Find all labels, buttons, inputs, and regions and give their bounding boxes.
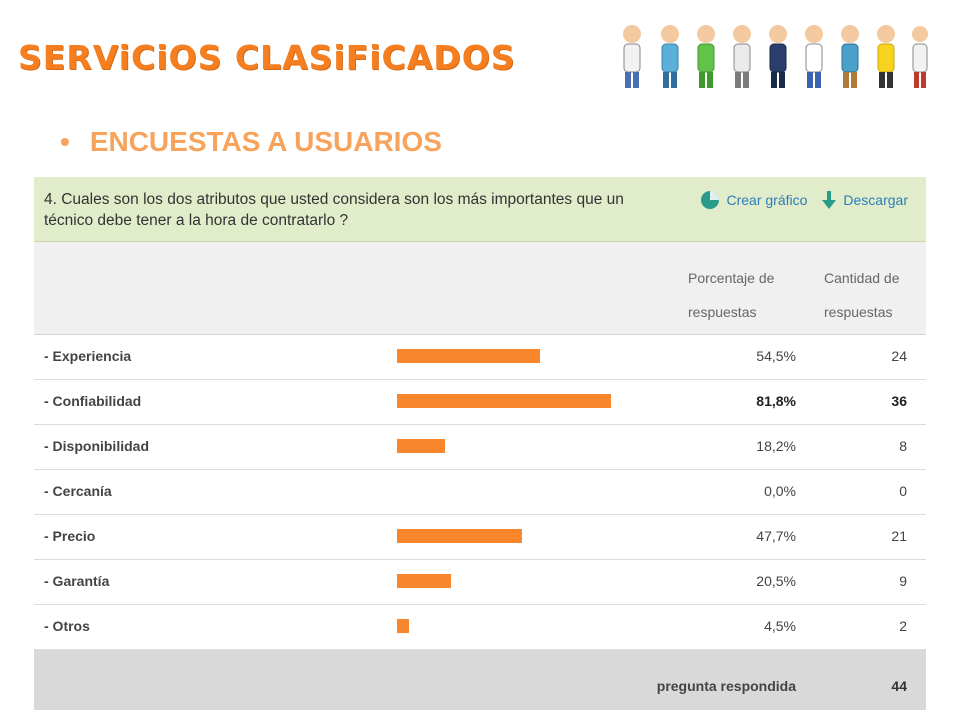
row-count: 21 xyxy=(891,528,907,544)
row-label: - Confiabilidad xyxy=(44,393,142,409)
download-label: Descargar xyxy=(843,192,908,208)
row-label: - Otros xyxy=(44,618,90,634)
row-count: 2 xyxy=(899,618,907,634)
column-header: Porcentaje de respuestas Cantidad de res… xyxy=(34,242,926,335)
download-button[interactable]: Descargar xyxy=(821,190,908,210)
table-row: - Cercanía 0,0% 0 xyxy=(34,470,926,515)
table-row: - Garantía 20,5% 9 xyxy=(34,560,926,605)
row-count: 0 xyxy=(899,483,907,499)
bullet: • xyxy=(60,126,70,157)
row-label: - Experiencia xyxy=(44,348,132,364)
row-count: 36 xyxy=(891,393,907,409)
create-chart-button[interactable]: Crear gráfico xyxy=(700,190,807,210)
row-percent: 4,5% xyxy=(764,618,796,634)
row-label: - Disponibilidad xyxy=(44,438,149,454)
row-percent: 20,5% xyxy=(756,573,796,589)
row-percent: 0,0% xyxy=(764,483,796,499)
row-label: - Cercanía xyxy=(44,483,112,499)
row-label: - Garantía xyxy=(44,573,110,589)
percent-bar xyxy=(397,439,445,453)
download-arrow-icon xyxy=(822,191,837,209)
table-row: - Experiencia 54,5% 24 xyxy=(34,335,926,380)
question-header: 4. Cuales son los dos atributos que uste… xyxy=(34,177,926,242)
brand-title: SERViCiOS CLASiFiCADOS xyxy=(18,38,516,77)
table-row: - Precio 47,7% 21 xyxy=(34,515,926,560)
row-label: - Precio xyxy=(44,528,96,544)
row-percent: 47,7% xyxy=(756,528,796,544)
answered-total: 44 xyxy=(891,678,907,694)
percent-column-header: Porcentaje de respuestas xyxy=(688,270,775,320)
row-percent: 18,2% xyxy=(756,438,796,454)
row-count: 8 xyxy=(899,438,907,454)
row-percent: 54,5% xyxy=(756,348,796,364)
answered-label: pregunta respondida xyxy=(656,678,796,694)
percent-bar xyxy=(397,394,611,408)
table-footer: pregunta respondida 44 xyxy=(34,650,926,710)
row-count: 9 xyxy=(899,573,907,589)
table-row: - Confiabilidad 81,8% 36 xyxy=(34,380,926,425)
question-actions: Crear gráfico Descargar xyxy=(700,190,908,210)
table-row: - Disponibilidad 18,2% 8 xyxy=(34,425,926,470)
question-text: 4. Cuales son los dos atributos que uste… xyxy=(44,191,624,229)
table-row: - Otros 4,5% 2 xyxy=(34,605,926,650)
row-count: 24 xyxy=(891,348,907,364)
workers-illustration-icon xyxy=(623,25,928,88)
section-title-text: ENCUESTAS A USUARIOS xyxy=(89,126,442,157)
section-title: • ENCUESTAS A USUARIOS xyxy=(60,126,442,158)
percent-bar xyxy=(397,619,409,633)
row-percent: 81,8% xyxy=(756,393,796,409)
percent-bar xyxy=(397,349,540,363)
survey-panel: 4. Cuales son los dos atributos que uste… xyxy=(34,177,926,710)
percent-bar xyxy=(397,574,451,588)
create-chart-label: Crear gráfico xyxy=(726,192,808,208)
percent-bar xyxy=(397,529,522,543)
pie-chart-icon xyxy=(701,191,720,209)
count-column-header: Cantidad de respuestas xyxy=(824,270,900,320)
